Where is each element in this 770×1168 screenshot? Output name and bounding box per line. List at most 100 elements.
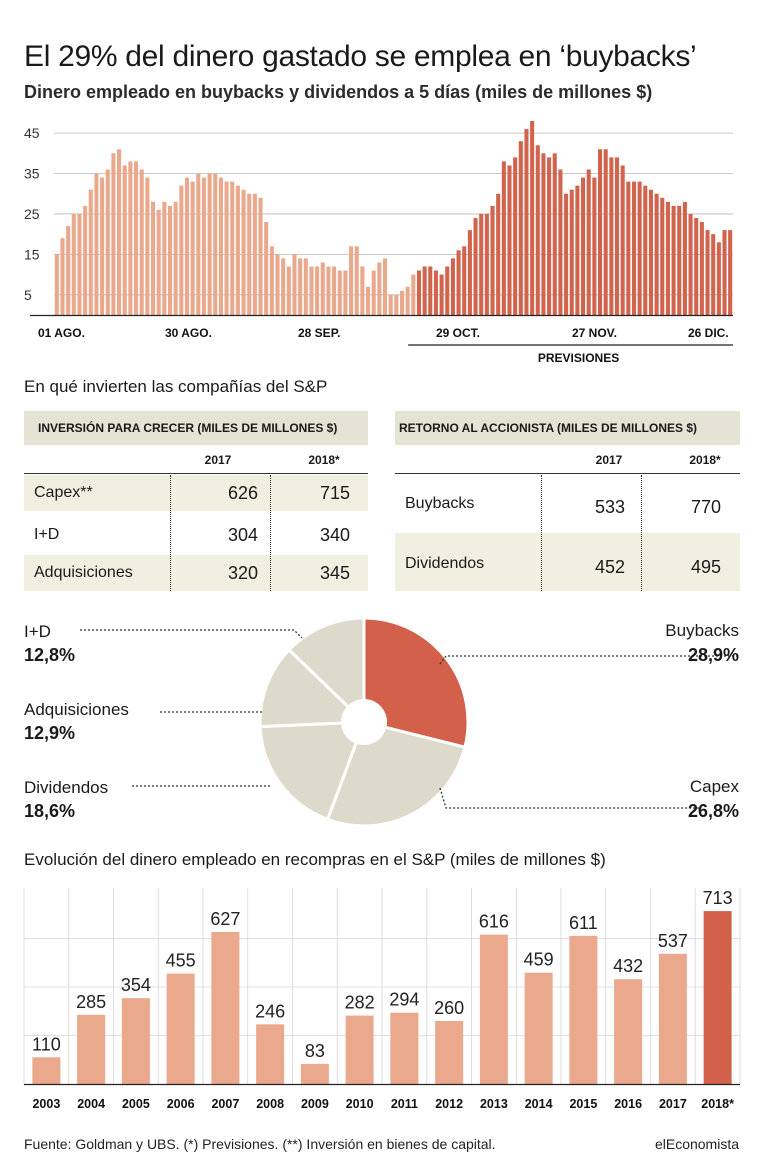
year-label: 2015	[569, 1097, 597, 1111]
y-tick-label: 45	[24, 125, 40, 141]
daily-bar	[66, 226, 71, 315]
y-tick-label: 5	[24, 287, 32, 303]
return-row-label: Dividendos	[405, 555, 485, 572]
pie-label-adquisiciones: Adquisiciones	[24, 700, 129, 719]
daily-bar	[252, 193, 257, 315]
daily-bar	[173, 201, 178, 315]
growth-investment-table: INVERSIÓN PARA CRECER (MILES DE MILLONES…	[24, 411, 368, 591]
daily-bar	[349, 246, 354, 315]
forecast-bar	[450, 258, 455, 315]
bar-value-label: 455	[166, 951, 196, 971]
year-label: 2013	[480, 1097, 508, 1111]
daily-bar	[343, 270, 348, 315]
forecast-bar	[614, 157, 620, 315]
forecast-bar	[581, 177, 586, 315]
pie-label-buybacks: Buybacks	[665, 621, 739, 640]
pie-hole	[341, 699, 387, 745]
daily-bar	[258, 197, 263, 315]
page-title: El 29% del dinero gastado se emplea en ‘…	[24, 40, 697, 73]
daily-bar	[247, 193, 252, 315]
annual-bar	[166, 973, 195, 1084]
pie-slice	[362, 616, 470, 750]
forecast-bar	[665, 201, 670, 315]
daily-bar	[241, 189, 246, 315]
daily-bar	[354, 246, 359, 315]
daily-bar	[60, 238, 65, 315]
forecast-bar	[535, 145, 540, 315]
daily-bar	[167, 205, 173, 315]
annual-bar	[121, 998, 150, 1084]
forecast-bar	[705, 230, 710, 315]
bar-value-label: 260	[434, 998, 464, 1018]
allocation-pie-chart	[80, 616, 740, 828]
forecast-bar	[609, 157, 614, 315]
daily-bar	[83, 205, 88, 315]
annual-bar	[614, 979, 643, 1084]
pie-slice	[258, 647, 368, 729]
daily-bar	[366, 286, 371, 315]
annual-bar	[703, 911, 732, 1084]
daily-bar	[145, 177, 150, 315]
forecast-bar	[631, 181, 637, 315]
return-row-2017: 452	[594, 557, 625, 577]
growth-table-rule	[24, 473, 368, 474]
daily-bar	[134, 161, 139, 315]
forecast-bar	[660, 197, 665, 315]
y-tick-label: 35	[24, 166, 40, 182]
daily-bar	[292, 254, 297, 315]
year-label: 2018*	[701, 1097, 734, 1111]
pie-label-dividendos: Dividendos	[24, 778, 109, 797]
x-tick-label: 29 OCT.	[436, 326, 480, 340]
annual-bar	[300, 1063, 329, 1084]
growth-row-2017: 304	[227, 525, 258, 545]
year-label: 2010	[346, 1097, 374, 1111]
forecast-bar	[558, 169, 563, 315]
annual-bar	[345, 1015, 374, 1084]
forecast-bar	[586, 169, 591, 315]
annual-chart-title: Evolución del dinero empleado en recompr…	[24, 850, 606, 869]
column-divider	[541, 475, 542, 591]
daily-bar	[377, 262, 382, 315]
annual-bar	[479, 934, 508, 1084]
x-tick-label: 30 AGO.	[165, 326, 212, 340]
y-tick-label: 25	[24, 206, 40, 222]
year-label: 2014	[525, 1097, 553, 1111]
daily-bar	[213, 173, 218, 315]
forecast-bar	[620, 165, 625, 315]
forecast-bar	[445, 266, 450, 315]
daily-bar	[117, 149, 122, 315]
annual-bar	[32, 1057, 61, 1084]
bar-value-label: 354	[121, 975, 151, 995]
annual-bar	[524, 972, 553, 1084]
leader-line-id	[80, 629, 303, 639]
forecast-bar	[479, 213, 484, 315]
daily-bar	[156, 209, 161, 315]
tables-section-title: En qué invierten las compañías del S&P	[24, 377, 328, 396]
daily-bar	[399, 290, 405, 315]
daily-bar	[218, 177, 223, 315]
daily-bar	[71, 213, 76, 315]
growth-row-label: Capex**	[34, 484, 93, 501]
bar-value-label: 616	[479, 912, 509, 932]
forecast-bar	[490, 205, 495, 315]
growth-row-label: Adquisiciones	[34, 564, 133, 581]
page-subtitle: Dinero empleado en buybacks y dividendos…	[24, 82, 653, 102]
forecast-bar	[677, 205, 682, 315]
daily-bar	[100, 177, 105, 315]
pie-slice	[286, 616, 366, 726]
forecast-bar	[716, 242, 721, 315]
daily-bar	[326, 266, 331, 315]
daily-bar	[298, 258, 303, 315]
column-divider	[170, 475, 171, 591]
forecast-bar	[439, 274, 444, 315]
bar-value-label: 713	[703, 888, 733, 908]
year-label: 2017	[659, 1097, 687, 1111]
forecast-bar	[688, 213, 693, 315]
daily-bar	[196, 173, 201, 315]
forecast-bar	[552, 153, 557, 315]
forecast-bar	[456, 250, 461, 315]
forecast-bar	[648, 189, 653, 315]
daily-bar	[77, 213, 82, 315]
forecast-bar	[507, 165, 512, 315]
daily-bar	[224, 181, 229, 315]
